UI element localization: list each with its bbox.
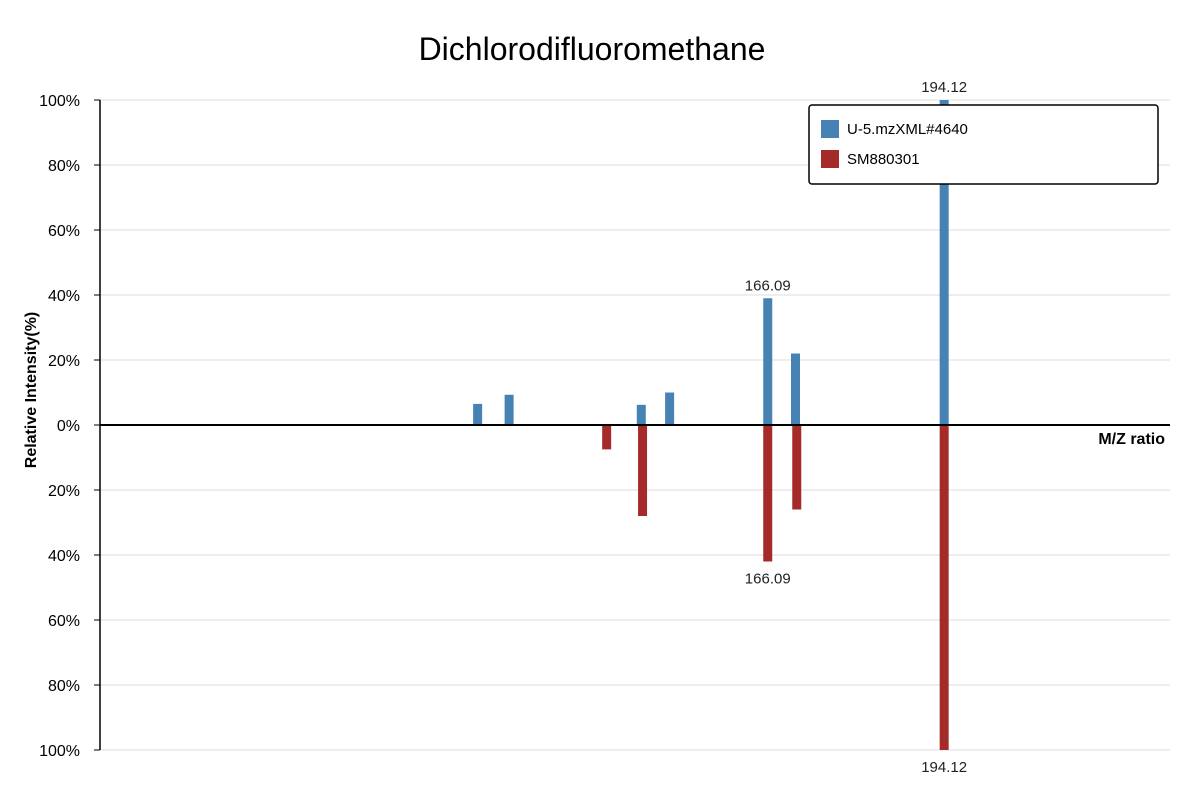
y-tick-label: 100% [39, 743, 80, 760]
bar-top [791, 353, 800, 425]
y-tick-label: 40% [48, 288, 80, 305]
data-labels: 166.09 194.12 166.09 194.12 [745, 79, 967, 776]
peak-label: 194.12 [921, 79, 967, 96]
legend: U-5.mzXML#4640 SM880301 [808, 104, 1159, 185]
bar-bottom [638, 425, 648, 516]
y-tick-label: 100% [39, 93, 80, 110]
bar-bottom [939, 425, 949, 750]
bar-top [939, 100, 949, 425]
bars [473, 100, 949, 750]
legend-entry: SM880301 [847, 151, 920, 168]
bar-top [665, 392, 675, 425]
y-tick-label: 20% [48, 483, 80, 500]
bar-top [763, 298, 773, 425]
bar-bottom [763, 425, 773, 562]
y-tick-label: 40% [48, 548, 80, 565]
y-tick-labels: 100% 80% 60% 40% 20% 0% 20% 40% 60% 80% 100% [39, 93, 100, 760]
bar-top [473, 403, 483, 425]
peak-label: 166.09 [745, 571, 791, 588]
bar-bottom [602, 425, 612, 450]
legend-swatch [821, 120, 839, 138]
y-tick-label: 80% [48, 158, 80, 175]
legend-swatch [821, 150, 839, 168]
grid-lines [100, 99, 1170, 751]
bar-top [504, 394, 514, 425]
bar-bottom [792, 425, 802, 510]
y-tick-label: 80% [48, 678, 80, 695]
peak-label: 166.09 [745, 277, 791, 294]
bar-top [636, 404, 646, 425]
y-tick-label: 0% [57, 418, 80, 435]
x-axis-label: M/Z ratio [1098, 431, 1165, 448]
legend-box [808, 104, 1159, 185]
y-tick-label: 20% [48, 353, 80, 370]
y-tick-label: 60% [48, 223, 80, 240]
y-axis-label: Relative Intensity(%) [23, 312, 40, 468]
legend-entry: U-5.mzXML#4640 [847, 121, 968, 138]
peak-label: 194.12 [921, 759, 967, 776]
chart-title: Dichlorodifluoromethane [419, 31, 766, 67]
y-tick-label: 60% [48, 613, 80, 630]
axes [99, 100, 1170, 750]
